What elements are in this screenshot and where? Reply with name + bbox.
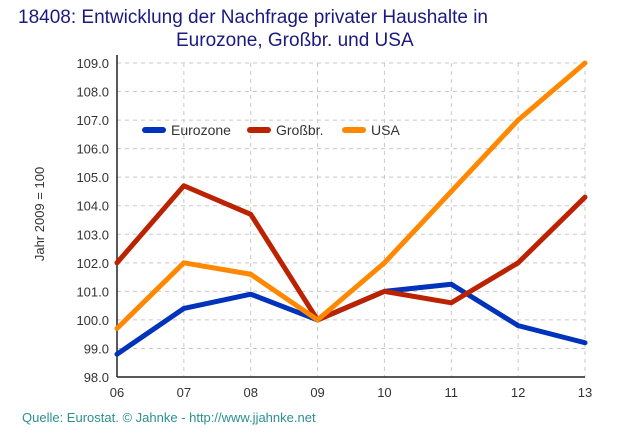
legend-item: USA	[342, 122, 400, 138]
y-tick-label: 107.0	[76, 113, 109, 128]
x-tick-label: 07	[177, 385, 191, 400]
gridlines	[117, 62, 586, 377]
y-tick-label: 105.0	[76, 170, 109, 185]
x-tick-label: 13	[578, 385, 592, 400]
x-tick-label: 06	[110, 385, 124, 400]
x-tick-label: 08	[243, 385, 257, 400]
series-lines	[114, 60, 588, 357]
y-tick-label: 98.0	[84, 370, 109, 385]
y-tick-label: 108.0	[76, 85, 109, 100]
legend-item: Eurozone	[142, 122, 231, 138]
source-credit: Quelle: Eurostat. © Jahnke - http://www.…	[22, 410, 316, 425]
series-line-eurozone	[114, 281, 588, 357]
x-tick-labels: 06 07 08 09 10 11 12 13	[110, 385, 592, 400]
y-tick-label: 101.0	[76, 284, 109, 299]
axes	[116, 55, 585, 378]
legend-label: USA	[371, 122, 400, 138]
y-tick-labels: 98.0 99.0 100.0 101.0 102.0 103.0 104.0 105.0 10…	[76, 56, 109, 385]
series-line-usa	[114, 60, 588, 331]
x-tick-label: 11	[445, 385, 459, 400]
legend-item: Großbr.	[247, 122, 323, 138]
y-tick-label: 99.0	[84, 341, 109, 356]
y-tick-label: 106.0	[76, 142, 109, 157]
y-tick-label: 102.0	[76, 256, 109, 271]
chart-title: 18408: Entwicklung der Nachfrage private…	[18, 7, 488, 28]
y-tick-label: 104.0	[76, 199, 109, 214]
legend-label: Eurozone	[171, 122, 231, 138]
y-axis-label: Jahr 2009 = 100	[32, 167, 47, 261]
legend-label: Großbr.	[276, 122, 323, 138]
y-tick-label: 100.0	[76, 313, 109, 328]
legend: Eurozone Großbr. USA	[142, 122, 400, 138]
x-tick-label: 12	[511, 385, 525, 400]
x-tick-label: 10	[377, 385, 391, 400]
y-tick-label: 109.0	[76, 56, 109, 71]
y-tick-label: 103.0	[76, 227, 109, 242]
x-tick-label: 09	[310, 385, 324, 400]
chart-subtitle: Eurozone, Großbr. und USA	[176, 30, 414, 51]
series-line-gro-br-	[114, 183, 588, 323]
